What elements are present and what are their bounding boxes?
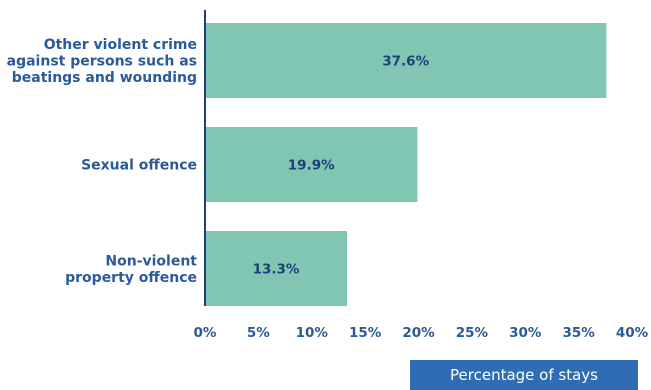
data-label-2: 13.3%	[253, 262, 300, 278]
x-tick-label-7: 35%	[562, 325, 595, 341]
x-tick-label-5: 25%	[456, 325, 489, 341]
x-tick-label-8: 40%	[616, 325, 649, 341]
bar-0	[205, 23, 607, 98]
category-label-0: Other violent crime against persons such …	[7, 37, 197, 86]
data-label-0: 37.6%	[382, 54, 429, 70]
x-tick-label-0: 0%	[194, 325, 217, 341]
x-tick-label-2: 10%	[296, 325, 329, 341]
x-tick-label-1: 5%	[247, 325, 270, 341]
x-axis-label: Percentage of stays	[410, 360, 638, 390]
x-tick-label-4: 20%	[402, 325, 435, 341]
bar-1	[205, 127, 418, 202]
category-label-2: Non-violent property offence	[65, 253, 197, 286]
bar-2	[205, 231, 347, 306]
data-label-1: 19.9%	[288, 158, 335, 174]
category-label-1: Sexual offence	[81, 158, 197, 174]
x-tick-label-3: 15%	[349, 325, 382, 341]
x-tick-label-6: 30%	[509, 325, 542, 341]
